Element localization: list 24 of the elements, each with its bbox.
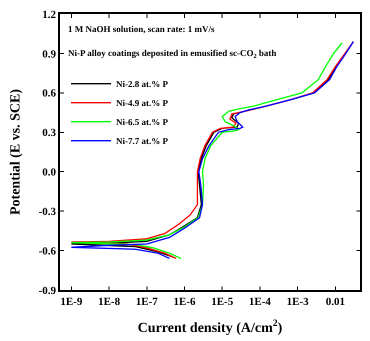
legend-label: Ni-4.9 at.% P — [116, 98, 168, 108]
x-tick-label: 1E-5 — [211, 296, 234, 308]
x-tick-label: 1E-6 — [174, 296, 196, 308]
y-tick-label: 1.2 — [42, 8, 57, 21]
y-tick-label: 0.0 — [42, 166, 57, 179]
x-tick-label: 1E-3 — [286, 296, 310, 308]
annotation: Ni-P alloy coatings deposited in emusified sc-CO$_{2}$ bath — [68, 48, 276, 60]
x-tick-label: 0.01 — [326, 296, 345, 308]
x-tick-label: 1E-7 — [136, 296, 158, 308]
x-tick-label: 1E-8 — [98, 296, 121, 308]
y-tick-label: 0.6 — [42, 88, 57, 100]
x-axis-title: Current density (A/cm$^{2}$) — [138, 318, 283, 336]
legend-label: Ni-6.5 at.% P — [116, 117, 168, 128]
legend-label: Ni-2.8 at.% P — [116, 79, 168, 90]
y-tick-label: 0.9 — [42, 48, 57, 60]
y-tick-label: -0.9 — [38, 284, 57, 297]
legend-label: Ni-7.7 at.% P — [116, 136, 168, 146]
x-tick-label: 1E-4 — [248, 296, 272, 308]
y-tick-label: -0.3 — [38, 206, 57, 218]
y-tick-label: 0.3 — [42, 127, 57, 140]
annotation: 1 M NaOH solution, scan rate: 1 mV/s — [68, 24, 215, 34]
y-tick-label: -0.6 — [38, 245, 57, 258]
y-axis-title: Potential (E vs. SCE) — [8, 88, 24, 215]
x-tick-label: 1E-9 — [60, 296, 83, 308]
